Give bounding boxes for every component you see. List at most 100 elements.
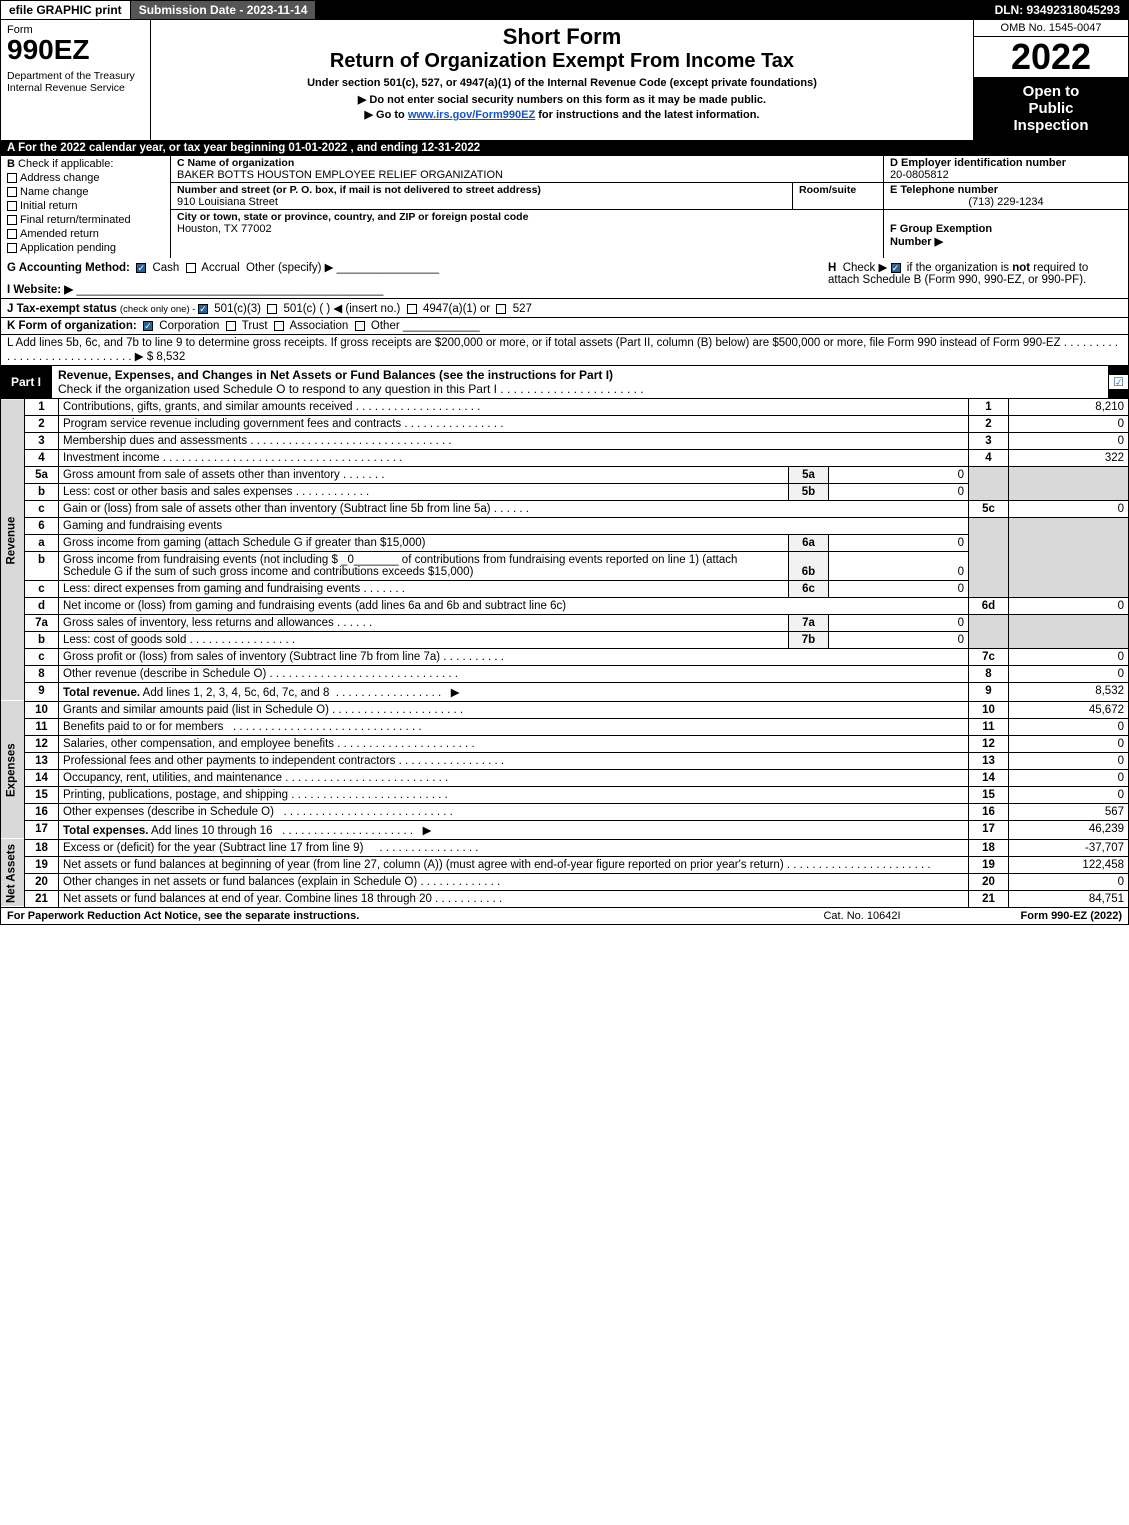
line-7b-text: Less: cost of goods sold . . . . . . . .… bbox=[59, 631, 789, 648]
cb-kother-icon[interactable] bbox=[355, 321, 365, 331]
line-20: 20 Other changes in net assets or fund b… bbox=[1, 873, 1129, 890]
line-2: 2 Program service revenue including gove… bbox=[1, 415, 1129, 432]
line-8-num: 8 bbox=[25, 665, 59, 682]
line-12: 12 Salaries, other compensation, and emp… bbox=[1, 735, 1129, 752]
line-21-val: 84,751 bbox=[1009, 890, 1129, 907]
line-11-rnum: 11 bbox=[969, 718, 1009, 735]
cb-501c-icon[interactable] bbox=[267, 304, 277, 314]
under-section: Under section 501(c), 527, or 4947(a)(1)… bbox=[157, 77, 967, 89]
box-b: B Check if applicable: Address change Na… bbox=[1, 156, 171, 258]
cb-527-icon[interactable] bbox=[496, 304, 506, 314]
line-8-rnum: 8 bbox=[969, 665, 1009, 682]
dln-label: DLN: 93492318045293 bbox=[987, 1, 1128, 19]
line-16-text: Other expenses (describe in Schedule O) … bbox=[59, 803, 969, 820]
line-10: Expenses 10 Grants and similar amounts p… bbox=[1, 701, 1129, 718]
line-5c-text: Gain or (loss) from sale of assets other… bbox=[59, 500, 969, 517]
cb-amended-return[interactable]: Amended return bbox=[7, 228, 164, 240]
line-6b-mnum: 6b bbox=[789, 551, 829, 580]
line-19-num: 19 bbox=[25, 856, 59, 873]
line-6d-rnum: 6d bbox=[969, 597, 1009, 614]
line-6b-text: Gross income from fundraising events (no… bbox=[59, 551, 789, 580]
line-16-num: 16 bbox=[25, 803, 59, 820]
efile-label[interactable]: efile GRAPHIC print bbox=[1, 1, 131, 19]
cb-address-change[interactable]: Address change bbox=[7, 172, 164, 184]
line-11-text: Benefits paid to or for members . . . . … bbox=[59, 718, 969, 735]
g-cash: Cash bbox=[152, 262, 179, 274]
d-ein-label: D Employer identification number bbox=[890, 157, 1122, 169]
k-label: K Form of organization: bbox=[7, 320, 137, 332]
box-d-e-f: D Employer identification number 20-0805… bbox=[883, 156, 1128, 258]
cb-name-change-text: Name change bbox=[20, 186, 89, 198]
cb-assoc-icon[interactable] bbox=[274, 321, 284, 331]
line-5c: c Gain or (loss) from sale of assets oth… bbox=[1, 500, 1129, 517]
j-line: J Tax-exempt status (check only one) - ✓… bbox=[0, 299, 1129, 318]
line-9-rnum: 9 bbox=[969, 682, 1009, 701]
j-label: J Tax-exempt status bbox=[7, 303, 120, 315]
g-h-block: G Accounting Method: ✓ Cash Accrual Othe… bbox=[0, 258, 1129, 299]
cb-4947-icon[interactable] bbox=[407, 304, 417, 314]
line-6a-text: Gross income from gaming (attach Schedul… bbox=[59, 534, 789, 551]
line-6a: a Gross income from gaming (attach Sched… bbox=[1, 534, 1129, 551]
line-6: 6 Gaming and fundraising events bbox=[1, 517, 1129, 534]
part1-title: Revenue, Expenses, and Changes in Net As… bbox=[51, 366, 1108, 398]
cb-h-icon[interactable]: ✓ bbox=[891, 263, 901, 273]
line-8-text: Other revenue (describe in Schedule O) .… bbox=[59, 665, 969, 682]
line-7b: b Less: cost of goods sold . . . . . . .… bbox=[1, 631, 1129, 648]
line-5b-mval: 0 bbox=[829, 483, 969, 500]
cb-final-return[interactable]: Final return/terminated bbox=[7, 214, 164, 226]
form-number: 990EZ bbox=[7, 36, 144, 64]
line-6-rvalgrey bbox=[1009, 517, 1129, 597]
line-17: 17 Total expenses. Add lines 10 through … bbox=[1, 820, 1129, 839]
footer-form: Form 990-EZ (2022) bbox=[962, 910, 1122, 922]
goto-link-line: ▶ Go to www.irs.gov/Form990EZ for instru… bbox=[157, 108, 967, 121]
open-to-public: Open to Public Inspection bbox=[974, 77, 1128, 140]
line-8: 8 Other revenue (describe in Schedule O)… bbox=[1, 665, 1129, 682]
line-18: Net Assets 18 Excess or (deficit) for th… bbox=[1, 839, 1129, 856]
line-21-num: 21 bbox=[25, 890, 59, 907]
line-4-rnum: 4 bbox=[969, 449, 1009, 466]
cb-trust-icon[interactable] bbox=[226, 321, 236, 331]
line-15-val: 0 bbox=[1009, 786, 1129, 803]
part1-check-icon[interactable]: ☑ bbox=[1108, 375, 1128, 389]
line-3-text: Membership dues and assessments . . . . … bbox=[59, 432, 969, 449]
line-10-num: 10 bbox=[25, 701, 59, 718]
line-15-num: 15 bbox=[25, 786, 59, 803]
line-7a-num: 7a bbox=[25, 614, 59, 631]
b-label: Check if applicable: bbox=[18, 158, 113, 170]
cb-name-change[interactable]: Name change bbox=[7, 186, 164, 198]
side-revenue: Revenue bbox=[1, 399, 25, 683]
line-7a-mnum: 7a bbox=[789, 614, 829, 631]
line-6b: b Gross income from fundraising events (… bbox=[1, 551, 1129, 580]
ssn-warning: ▶ Do not enter social security numbers o… bbox=[157, 93, 967, 106]
c-suite-label: Room/suite bbox=[799, 184, 877, 196]
line-1: Revenue 1 Contributions, gifts, grants, … bbox=[1, 399, 1129, 416]
line-16: 16 Other expenses (describe in Schedule … bbox=[1, 803, 1129, 820]
line-6c: c Less: direct expenses from gaming and … bbox=[1, 580, 1129, 597]
cb-initial-return[interactable]: Initial return bbox=[7, 200, 164, 212]
line-9: 9 Total revenue. Add lines 1, 2, 3, 4, 5… bbox=[1, 682, 1129, 701]
line-6b-num: b bbox=[25, 551, 59, 580]
cb-cash-icon[interactable]: ✓ bbox=[136, 263, 146, 273]
cb-501c3-icon[interactable]: ✓ bbox=[198, 304, 208, 314]
footer-cat: Cat. No. 10642I bbox=[762, 910, 962, 922]
line-2-val: 0 bbox=[1009, 415, 1129, 432]
line-3-num: 3 bbox=[25, 432, 59, 449]
line-4: 4 Investment income . . . . . . . . . . … bbox=[1, 449, 1129, 466]
line-6c-mnum: 6c bbox=[789, 580, 829, 597]
tax-year: 2022 bbox=[974, 37, 1128, 77]
line-13-text: Professional fees and other payments to … bbox=[59, 752, 969, 769]
line-16-rnum: 16 bbox=[969, 803, 1009, 820]
cb-final-return-text: Final return/terminated bbox=[20, 214, 131, 226]
line-4-num: 4 bbox=[25, 449, 59, 466]
irs-link[interactable]: www.irs.gov/Form990EZ bbox=[408, 109, 535, 121]
line-3: 3 Membership dues and assessments . . . … bbox=[1, 432, 1129, 449]
line-6-text: Gaming and fundraising events bbox=[59, 517, 969, 534]
line-13: 13 Professional fees and other payments … bbox=[1, 752, 1129, 769]
cb-accrual-icon[interactable] bbox=[186, 263, 196, 273]
cb-corp-icon[interactable]: ✓ bbox=[143, 321, 153, 331]
block-b-through-f: B Check if applicable: Address change Na… bbox=[0, 156, 1129, 258]
line-17-text: Total expenses. Add lines 10 through 16 … bbox=[59, 820, 969, 839]
cb-application-pending[interactable]: Application pending bbox=[7, 242, 164, 254]
k-assoc: Association bbox=[290, 320, 349, 332]
h-line: H Check ▶ ✓ if the organization is not r… bbox=[822, 260, 1122, 296]
